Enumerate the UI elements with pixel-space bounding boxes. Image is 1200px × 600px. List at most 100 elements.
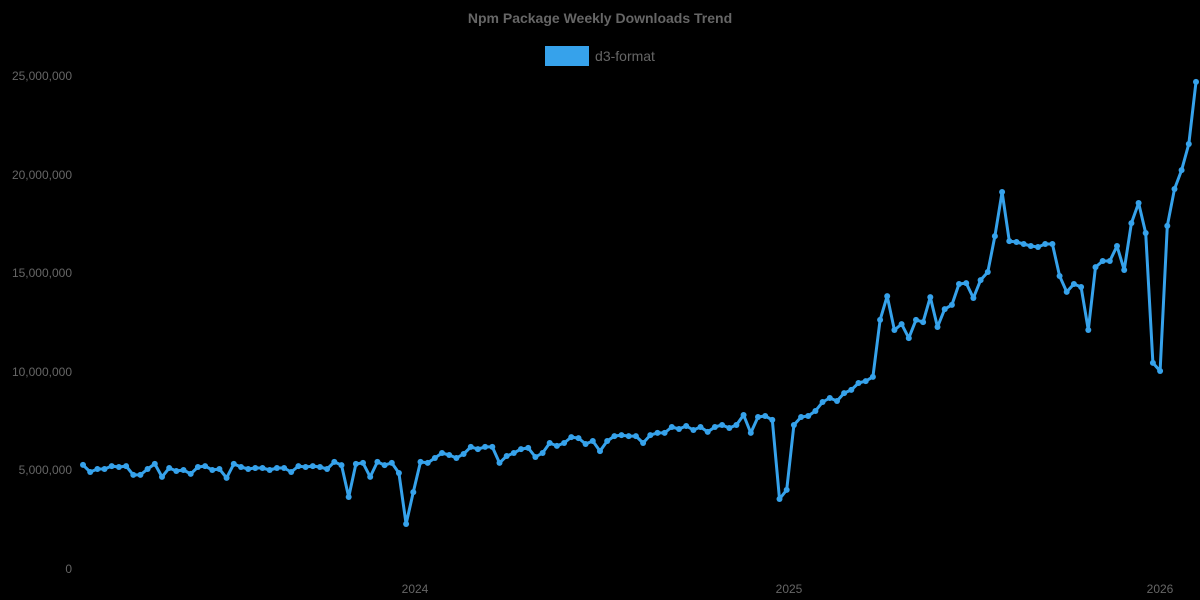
data-point[interactable]	[711, 424, 718, 430]
data-point[interactable]	[776, 496, 783, 502]
data-point[interactable]	[668, 424, 675, 430]
data-point[interactable]	[80, 461, 86, 468]
data-point[interactable]	[202, 463, 209, 470]
data-point[interactable]	[216, 466, 223, 472]
data-point[interactable]	[489, 443, 496, 450]
data-point[interactable]	[317, 464, 323, 470]
data-point[interactable]	[223, 474, 230, 481]
data-point[interactable]	[482, 443, 489, 450]
data-point[interactable]	[1128, 220, 1135, 227]
data-point[interactable]	[891, 327, 898, 333]
data-point[interactable]	[1157, 368, 1164, 374]
data-point[interactable]	[302, 464, 309, 470]
data-point[interactable]	[123, 463, 130, 470]
data-point[interactable]	[913, 316, 919, 323]
data-point[interactable]	[1092, 264, 1099, 271]
data-point[interactable]	[862, 378, 869, 385]
data-point[interactable]	[762, 413, 769, 419]
data-point[interactable]	[1042, 241, 1049, 247]
data-point[interactable]	[1056, 273, 1063, 279]
data-point[interactable]	[747, 429, 754, 436]
data-point[interactable]	[431, 455, 438, 461]
data-point[interactable]	[1049, 241, 1056, 247]
data-point[interactable]	[798, 414, 805, 420]
data-point[interactable]	[1149, 359, 1156, 366]
data-point[interactable]	[948, 301, 955, 308]
data-point[interactable]	[1063, 288, 1070, 295]
data-point[interactable]	[87, 469, 94, 475]
data-point[interactable]	[884, 293, 891, 300]
data-point[interactable]	[654, 429, 661, 436]
data-point[interactable]	[568, 434, 575, 441]
data-point[interactable]	[525, 444, 532, 451]
data-point[interactable]	[532, 454, 539, 460]
data-point[interactable]	[625, 433, 632, 440]
data-point[interactable]	[956, 281, 962, 287]
data-point[interactable]	[194, 464, 201, 470]
data-point[interactable]	[697, 424, 704, 430]
data-point[interactable]	[553, 442, 560, 449]
data-point[interactable]	[209, 467, 216, 473]
data-point[interactable]	[1020, 241, 1027, 247]
data-point[interactable]	[1171, 186, 1178, 192]
data-point[interactable]	[352, 460, 359, 467]
data-point[interactable]	[604, 438, 611, 444]
data-point[interactable]	[130, 471, 137, 478]
data-point[interactable]	[144, 466, 151, 472]
data-point[interactable]	[467, 443, 474, 450]
data-point[interactable]	[719, 422, 726, 428]
data-point[interactable]	[1185, 141, 1192, 147]
data-point[interactable]	[331, 458, 338, 465]
data-point[interactable]	[151, 460, 158, 467]
data-point[interactable]	[769, 416, 776, 423]
data-point[interactable]	[281, 465, 288, 471]
data-point[interactable]	[582, 441, 589, 447]
data-point[interactable]	[977, 277, 984, 284]
data-point[interactable]	[273, 465, 280, 471]
data-point[interactable]	[288, 469, 295, 475]
data-point[interactable]	[1013, 239, 1020, 245]
data-point[interactable]	[575, 435, 582, 442]
data-point[interactable]	[834, 398, 840, 404]
data-point[interactable]	[424, 459, 431, 466]
data-point[interactable]	[187, 470, 194, 477]
data-point[interactable]	[905, 335, 912, 342]
data-point[interactable]	[360, 459, 366, 466]
data-point[interactable]	[417, 458, 424, 465]
data-point[interactable]	[805, 413, 812, 419]
data-point[interactable]	[446, 452, 453, 458]
data-point[interactable]	[683, 423, 690, 429]
data-point[interactable]	[546, 440, 553, 446]
data-point[interactable]	[252, 465, 259, 471]
data-point[interactable]	[783, 486, 790, 493]
data-point[interactable]	[381, 462, 388, 469]
data-point[interactable]	[819, 399, 826, 405]
data-point[interactable]	[726, 425, 733, 431]
data-point[interactable]	[245, 466, 252, 472]
data-point[interactable]	[1106, 258, 1113, 264]
data-point[interactable]	[618, 432, 625, 439]
data-point[interactable]	[367, 473, 374, 480]
data-point[interactable]	[984, 269, 991, 275]
data-point[interactable]	[403, 521, 410, 527]
data-point[interactable]	[740, 412, 747, 418]
data-point[interactable]	[877, 316, 884, 323]
data-point[interactable]	[733, 422, 740, 428]
data-point[interactable]	[1027, 243, 1034, 249]
data-point[interactable]	[755, 414, 761, 420]
data-point[interactable]	[826, 395, 833, 401]
data-point[interactable]	[1114, 243, 1120, 249]
data-point[interactable]	[963, 280, 970, 287]
data-point[interactable]	[518, 446, 524, 453]
data-point[interactable]	[460, 451, 467, 457]
data-point[interactable]	[920, 319, 927, 326]
data-point[interactable]	[848, 386, 855, 393]
data-point[interactable]	[970, 295, 977, 301]
data-point[interactable]	[790, 422, 797, 428]
data-point[interactable]	[503, 453, 510, 459]
data-point[interactable]	[898, 321, 905, 328]
data-point[interactable]	[108, 463, 115, 470]
data-point[interactable]	[309, 463, 316, 470]
data-point[interactable]	[676, 426, 682, 432]
data-point[interactable]	[661, 429, 668, 436]
